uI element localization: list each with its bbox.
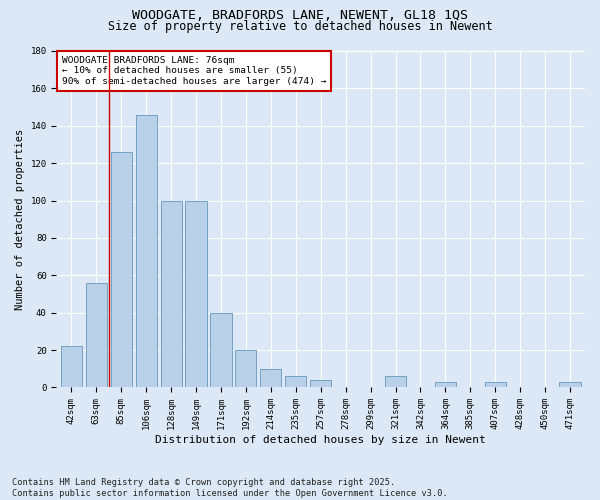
Bar: [211, 312, 232, 388]
Bar: [61, 346, 82, 388]
Bar: [161, 200, 182, 388]
Bar: [310, 380, 331, 388]
Bar: [235, 350, 256, 388]
Text: WOODGATE, BRADFORDS LANE, NEWENT, GL18 1QS: WOODGATE, BRADFORDS LANE, NEWENT, GL18 1…: [132, 9, 468, 22]
Bar: [185, 200, 206, 388]
Bar: [485, 382, 506, 388]
Bar: [136, 114, 157, 388]
Text: Contains HM Land Registry data © Crown copyright and database right 2025.
Contai: Contains HM Land Registry data © Crown c…: [12, 478, 448, 498]
Bar: [559, 382, 581, 388]
X-axis label: Distribution of detached houses by size in Newent: Distribution of detached houses by size …: [155, 435, 486, 445]
Bar: [285, 376, 307, 388]
Bar: [260, 369, 281, 388]
Bar: [435, 382, 456, 388]
Bar: [385, 376, 406, 388]
Y-axis label: Number of detached properties: Number of detached properties: [15, 128, 25, 310]
Text: WOODGATE BRADFORDS LANE: 76sqm
← 10% of detached houses are smaller (55)
90% of : WOODGATE BRADFORDS LANE: 76sqm ← 10% of …: [62, 56, 326, 86]
Bar: [86, 283, 107, 388]
Text: Size of property relative to detached houses in Newent: Size of property relative to detached ho…: [107, 20, 493, 33]
Bar: [110, 152, 132, 388]
